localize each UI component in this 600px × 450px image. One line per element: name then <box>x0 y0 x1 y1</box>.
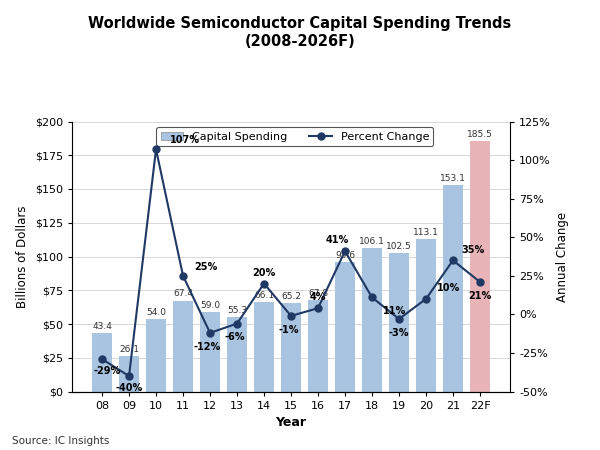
Bar <box>173 301 193 392</box>
Text: 21%: 21% <box>469 291 491 301</box>
Text: (2008-2026F): (2008-2026F) <box>245 34 355 49</box>
Bar <box>254 302 274 392</box>
Bar <box>92 333 112 392</box>
Text: -40%: -40% <box>115 383 143 393</box>
Text: 113.1: 113.1 <box>413 228 439 237</box>
Text: 35%: 35% <box>461 244 484 255</box>
Text: 54.0: 54.0 <box>146 308 166 317</box>
Text: 41%: 41% <box>325 235 349 245</box>
Text: 59.0: 59.0 <box>200 301 220 310</box>
Text: 106.1: 106.1 <box>359 237 385 246</box>
Y-axis label: Billions of Dollars: Billions of Dollars <box>16 205 29 308</box>
Text: -1%: -1% <box>278 325 299 335</box>
Bar <box>200 312 220 392</box>
Legend: Capital Spending, Percent Change: Capital Spending, Percent Change <box>157 127 433 146</box>
Text: 10%: 10% <box>437 283 460 293</box>
Text: 67.8: 67.8 <box>308 289 328 298</box>
X-axis label: Year: Year <box>275 416 307 429</box>
Bar <box>227 317 247 392</box>
Bar <box>281 303 301 392</box>
Text: 26.1: 26.1 <box>119 345 139 354</box>
Text: 55.3: 55.3 <box>227 306 247 315</box>
Text: 107%: 107% <box>170 135 200 145</box>
Text: -6%: -6% <box>224 333 245 342</box>
Text: 67.4: 67.4 <box>173 289 193 298</box>
Text: 153.1: 153.1 <box>440 174 466 183</box>
Bar <box>308 300 328 392</box>
Bar <box>443 185 463 392</box>
Bar <box>146 319 166 392</box>
Text: 25%: 25% <box>194 261 217 271</box>
Text: -29%: -29% <box>94 366 121 377</box>
Text: 102.5: 102.5 <box>386 242 412 251</box>
Text: Source: IC Insights: Source: IC Insights <box>12 436 109 446</box>
Bar <box>119 356 139 392</box>
Bar <box>335 262 355 392</box>
Text: 20%: 20% <box>253 268 275 278</box>
Bar <box>389 253 409 392</box>
Text: 65.2: 65.2 <box>281 292 301 302</box>
Y-axis label: Annual Change: Annual Change <box>556 212 569 302</box>
Text: 95.6: 95.6 <box>335 252 355 261</box>
Bar <box>470 141 490 392</box>
Text: 66.1: 66.1 <box>254 291 274 300</box>
Text: -12%: -12% <box>194 342 221 352</box>
Text: -3%: -3% <box>389 328 409 338</box>
Text: 11%: 11% <box>383 306 406 316</box>
Text: Worldwide Semiconductor Capital Spending Trends: Worldwide Semiconductor Capital Spending… <box>88 16 512 31</box>
Text: 43.4: 43.4 <box>92 322 112 331</box>
Text: 185.5: 185.5 <box>467 130 493 139</box>
Bar <box>416 239 436 392</box>
Text: 4%: 4% <box>310 292 326 302</box>
Bar <box>362 248 382 392</box>
